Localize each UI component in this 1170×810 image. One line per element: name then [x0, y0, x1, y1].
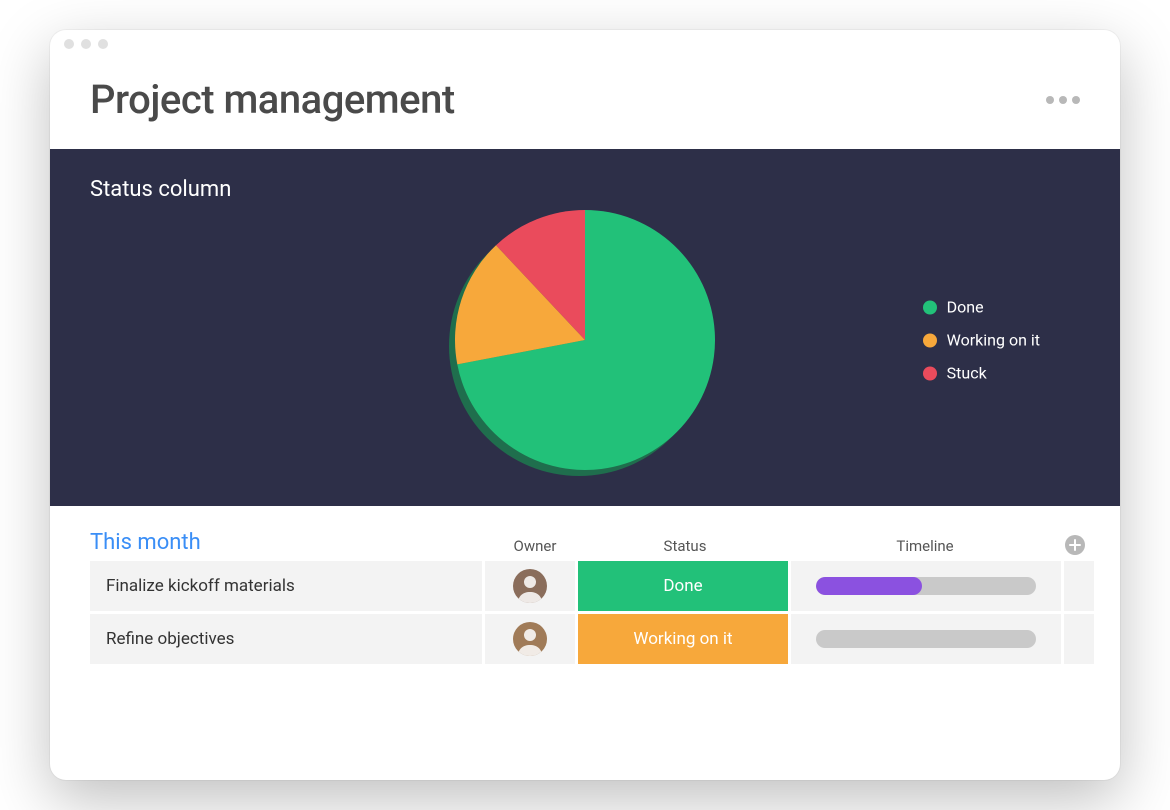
more-menu-button[interactable]: [1046, 96, 1080, 104]
traffic-light-dot: [98, 39, 108, 49]
pie-chart: [455, 210, 715, 470]
owner-cell[interactable]: [485, 614, 575, 664]
legend-item[interactable]: Done: [923, 298, 1040, 317]
page-header: Project management: [50, 58, 1120, 149]
dot-icon: [1072, 96, 1080, 104]
pie-svg: [455, 210, 715, 470]
person-icon: [513, 569, 547, 603]
traffic-light-dot: [81, 39, 91, 49]
legend-label: Done: [947, 298, 984, 317]
chart-title: Status column: [90, 177, 1080, 202]
task-title-cell[interactable]: Finalize kickoff materials: [90, 561, 482, 611]
person-icon: [513, 622, 547, 656]
dot-icon: [1046, 96, 1054, 104]
task-title-cell[interactable]: Refine objectives: [90, 614, 482, 664]
board-rows: Finalize kickoff materialsDoneRefine obj…: [90, 561, 1080, 664]
legend-label: Working on it: [947, 331, 1040, 350]
column-header-add: [1060, 535, 1090, 555]
board-section: This month Owner Status Timeline Finaliz…: [50, 506, 1120, 667]
column-header-owner[interactable]: Owner: [490, 537, 580, 555]
owner-cell[interactable]: [485, 561, 575, 611]
timeline-bar: [816, 630, 1036, 648]
titlebar: [50, 30, 1120, 58]
column-header-timeline[interactable]: Timeline: [790, 537, 1060, 555]
table-row: Finalize kickoff materials Done: [90, 561, 1080, 611]
chart-legend: Done Working on it Stuck: [923, 298, 1040, 383]
dot-icon: [1059, 96, 1067, 104]
row-tail: [1064, 561, 1094, 611]
timeline-bar: [816, 577, 1036, 595]
table-row: Refine objectives Working on it: [90, 614, 1080, 664]
group-title[interactable]: This month: [90, 530, 490, 555]
plus-icon: [1069, 539, 1081, 551]
legend-item[interactable]: Working on it: [923, 331, 1040, 350]
legend-dot-icon: [923, 300, 937, 314]
legend-label: Stuck: [947, 364, 987, 383]
avatar: [513, 569, 547, 603]
group-header-row: This month Owner Status Timeline: [90, 530, 1080, 555]
chart-row: Done Working on it Stuck: [90, 210, 1080, 470]
row-tail: [1064, 614, 1094, 664]
page-title: Project management: [90, 76, 455, 123]
traffic-light-dot: [64, 39, 74, 49]
column-header-status[interactable]: Status: [580, 537, 790, 555]
app-window: Project management Status column DoneWor…: [50, 30, 1120, 780]
status-chart-panel: Status column Done Working on it Stuck: [50, 149, 1120, 506]
legend-dot-icon: [923, 333, 937, 347]
timeline-fill: [816, 577, 922, 595]
add-column-button[interactable]: [1065, 535, 1085, 555]
timeline-cell[interactable]: [791, 561, 1061, 611]
legend-item[interactable]: Stuck: [923, 364, 1040, 383]
status-cell[interactable]: Working on it: [578, 614, 788, 664]
legend-dot-icon: [923, 366, 937, 380]
avatar: [513, 622, 547, 656]
timeline-cell[interactable]: [791, 614, 1061, 664]
status-cell[interactable]: Done: [578, 561, 788, 611]
